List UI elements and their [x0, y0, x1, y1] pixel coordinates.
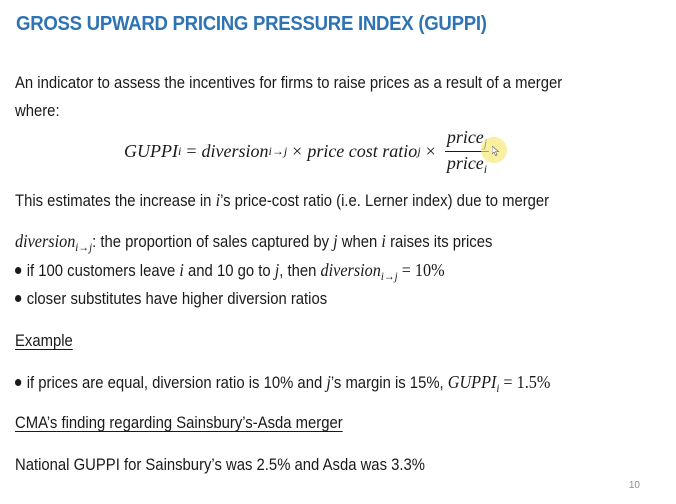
- formula-diversion-subscript: i→j: [268, 143, 288, 158]
- intro-text-line-1: An indicator to assess the incentives fo…: [15, 74, 563, 92]
- mouse-pointer-icon: [492, 146, 500, 156]
- var-j: j: [326, 372, 331, 392]
- diversion-term: diversion: [320, 260, 381, 280]
- bullet-icon: [15, 379, 22, 386]
- page-number: 10: [628, 480, 640, 491]
- cma-heading: CMA’s finding regarding Sainsbury’s-Asda…: [15, 414, 343, 432]
- diversion-subscript: i→j: [380, 269, 398, 283]
- example-text-2: ’s margin is 15%,: [330, 374, 448, 392]
- fraction-denominator: pricei: [445, 152, 489, 175]
- var-i: i: [179, 260, 184, 280]
- example-bullet: if prices are equal, diversion ratio is …: [15, 372, 550, 396]
- example-heading: Example: [15, 332, 73, 350]
- example-text-1: if prices are equal, diversion ratio is …: [26, 374, 327, 392]
- formula-price-cost-ratio: price cost ratio: [307, 140, 418, 161]
- formula-lhs: GUPPI: [124, 140, 178, 161]
- denominator-subscript: i: [483, 161, 488, 176]
- bullet-diversion-example: if 100 customers leave i and 10 go to j,…: [15, 260, 445, 284]
- estimate-text-pre: This estimates the increase in: [15, 192, 216, 210]
- formula-diversion: diversion: [201, 140, 269, 161]
- slide-title: GROSS UPWARD PRICING PRESSURE INDEX (GUP…: [16, 13, 487, 35]
- guppi-subscript: i: [496, 381, 500, 395]
- var-j: j: [274, 260, 280, 280]
- denominator-text: price: [446, 152, 484, 173]
- var-i: i: [215, 190, 221, 210]
- guppi-term: GUPPI: [447, 372, 497, 392]
- diversion-def-text-2: when: [337, 233, 382, 251]
- var-j: j: [333, 231, 338, 251]
- cma-finding: National GUPPI for Sainsbury’s was 2.5% …: [15, 456, 425, 474]
- estimate-text: This estimates the increase in i’s price…: [15, 190, 549, 211]
- bullet1-text-1: if 100 customers leave: [26, 262, 180, 280]
- guppi-value: = 1.5%: [499, 372, 551, 392]
- bullet-icon: [15, 295, 22, 302]
- diversion-value: = 10%: [397, 260, 445, 280]
- formula-price-cost-ratio-subscript: j: [417, 143, 421, 158]
- bullet2-text: closer substitutes have higher diversion…: [26, 290, 328, 308]
- diversion-definition: diversioni→j: the proportion of sales ca…: [15, 231, 492, 255]
- var-i: i: [381, 231, 386, 251]
- intro-text-line-2: where:: [15, 102, 60, 120]
- bullet-closer-substitutes: closer substitutes have higher diversion…: [15, 290, 327, 309]
- formula-times-2: ×: [425, 140, 436, 161]
- bullet1-text-2: and 10 go to: [183, 262, 275, 280]
- bullet-icon: [15, 267, 22, 274]
- bullet1-text-3: , then: [279, 262, 321, 280]
- formula-times-1: ×: [292, 140, 303, 161]
- numerator-text: price: [446, 126, 484, 147]
- formula-lhs-subscript: i: [177, 143, 182, 158]
- guppi-formula: GUPPI i = diversion i→j × price cost ratio…: [124, 126, 490, 176]
- diversion-def-text-3: raises its prices: [385, 233, 493, 251]
- diversion-def-text-1: : the proportion of sales captured by: [92, 233, 334, 251]
- estimate-text-post: ’s price-cost ratio (i.e. Lerner index) …: [220, 192, 550, 210]
- formula-equals: =: [186, 140, 197, 161]
- diversion-term: diversion: [15, 231, 76, 251]
- diversion-subscript: i→j: [75, 240, 93, 254]
